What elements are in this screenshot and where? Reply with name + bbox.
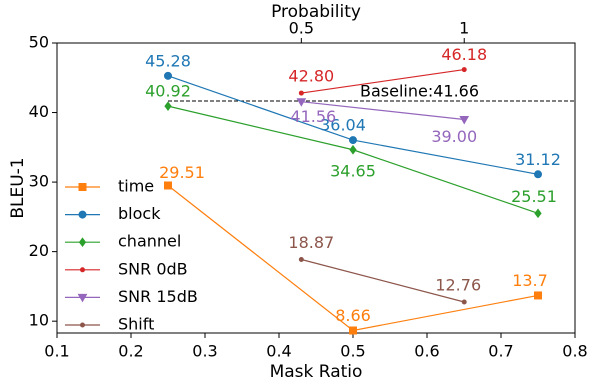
data-label: 34.65 xyxy=(330,161,376,180)
data-label: 42.80 xyxy=(288,67,334,86)
x2-tick-label: 0.5 xyxy=(289,19,314,38)
data-label: 36.04 xyxy=(320,116,366,135)
x2-tick-label: 1 xyxy=(459,19,469,38)
legend-marker xyxy=(78,183,87,191)
legend-label: block xyxy=(118,204,161,223)
data-point xyxy=(461,67,467,73)
data-label: 8.66 xyxy=(335,306,371,325)
data-label: 41.56 xyxy=(290,107,336,126)
x-axis-label: Mask Ratio xyxy=(270,362,363,382)
y-tick-label: 10 xyxy=(29,311,49,330)
legend-label: SNR 15dB xyxy=(118,287,198,306)
x2-axis-label: Probability xyxy=(271,2,361,22)
data-point xyxy=(298,90,304,96)
y-tick-label: 40 xyxy=(29,102,49,121)
legend-marker xyxy=(78,237,87,248)
data-label: 45.28 xyxy=(145,51,191,70)
series-line xyxy=(301,258,465,303)
data-point xyxy=(164,71,172,80)
y-tick-label: 50 xyxy=(29,33,49,52)
legend-label: channel xyxy=(118,232,181,251)
data-label: 12.76 xyxy=(435,275,481,294)
legend-label: Shift xyxy=(118,315,154,334)
y-tick-label: 20 xyxy=(29,241,49,260)
data-label: 13.7 xyxy=(512,271,548,290)
data-point xyxy=(534,291,542,300)
legend-label: SNR 0dB xyxy=(118,259,188,278)
data-label: 39.00 xyxy=(431,127,477,146)
x-tick-label: 0.7 xyxy=(488,342,513,361)
data-point xyxy=(534,170,542,179)
data-label: 29.51 xyxy=(159,163,205,182)
baseline-label: Baseline:41.66 xyxy=(360,82,479,101)
x-tick-label: 0.2 xyxy=(118,342,143,361)
legend-marker xyxy=(78,210,87,219)
data-point xyxy=(296,98,307,107)
legend-marker xyxy=(80,267,85,273)
data-point xyxy=(164,181,172,190)
data-label: 46.18 xyxy=(441,45,487,64)
data-label: 25.51 xyxy=(511,187,557,206)
data-label: 31.12 xyxy=(515,150,561,169)
x-tick-label: 0.1 xyxy=(44,342,69,361)
data-label: 18.87 xyxy=(288,233,334,252)
y-axis-label: BLEU-1 xyxy=(8,157,28,218)
data-point xyxy=(349,136,357,145)
x-tick-label: 0.8 xyxy=(562,342,587,361)
data-label: 40.92 xyxy=(145,82,191,101)
plot-frame xyxy=(56,42,576,334)
y-tick-label: 30 xyxy=(29,172,49,191)
legend-marker xyxy=(77,293,88,303)
x-tick-label: 0.4 xyxy=(266,342,291,361)
data-point xyxy=(461,299,467,305)
data-point xyxy=(164,101,172,111)
x-tick-label: 0.3 xyxy=(192,342,217,361)
data-point xyxy=(349,326,357,335)
x-tick-label: 0.6 xyxy=(414,342,439,361)
series-line xyxy=(301,68,465,94)
data-point xyxy=(459,115,470,125)
legend-marker xyxy=(80,322,85,328)
x-tick-label: 0.5 xyxy=(340,342,365,361)
data-point xyxy=(298,256,304,262)
data-point xyxy=(349,144,357,155)
data-point xyxy=(534,208,542,219)
legend-label: time xyxy=(118,177,154,196)
series-line xyxy=(301,101,465,121)
